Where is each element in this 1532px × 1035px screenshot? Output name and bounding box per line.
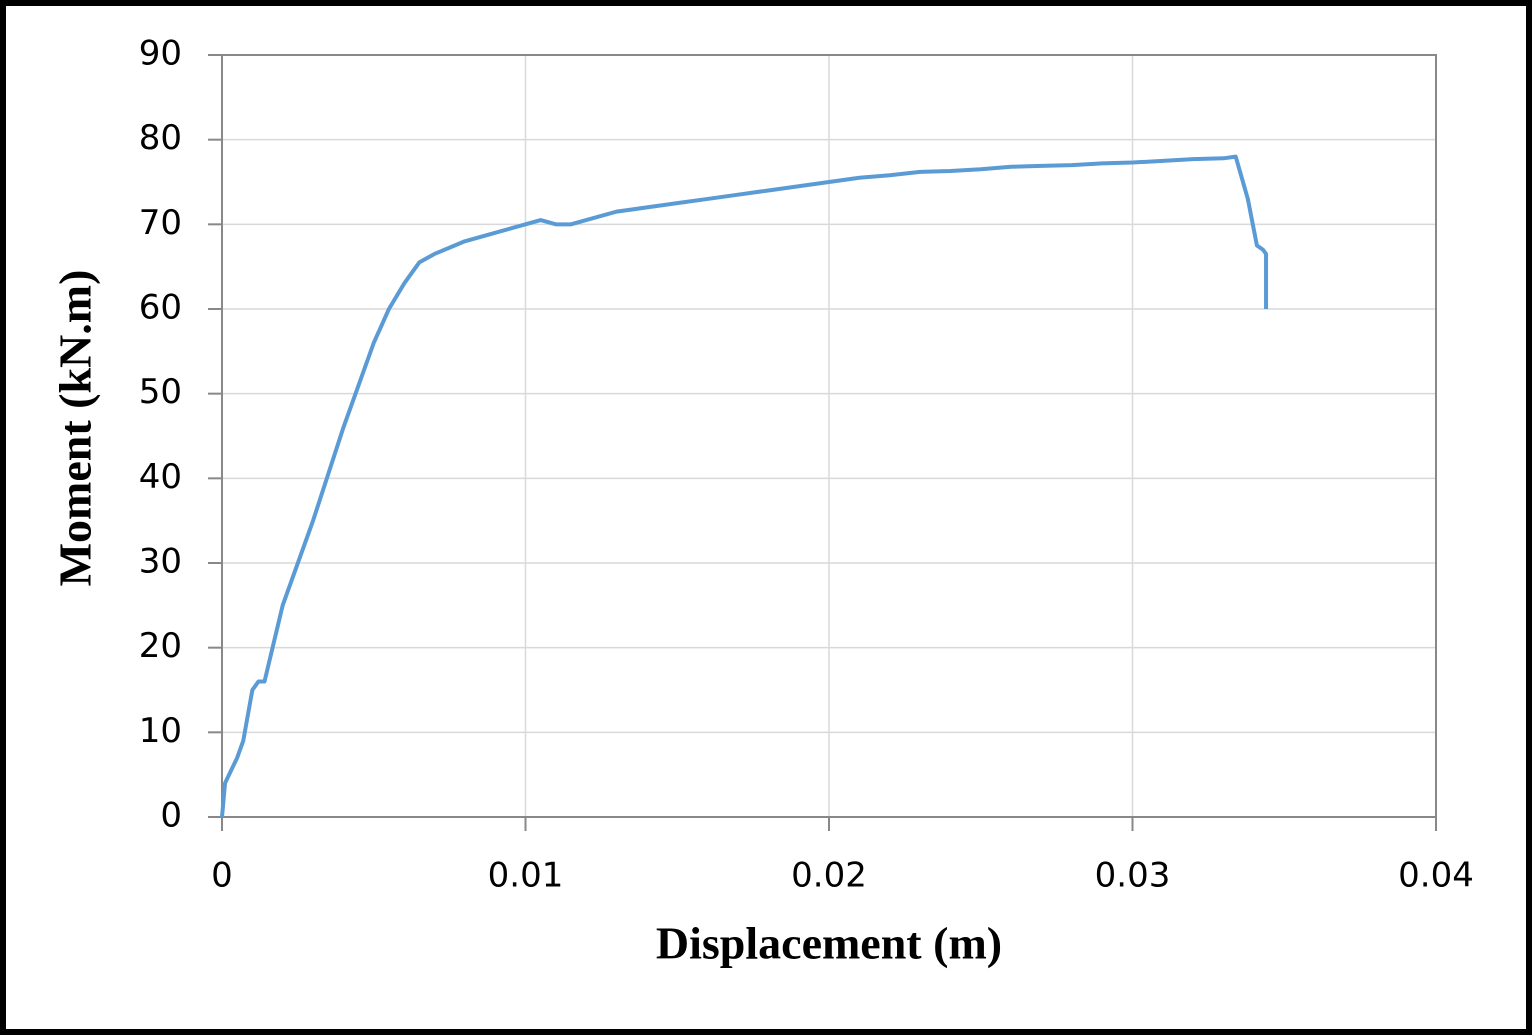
y-tick-label: 90 [139, 34, 182, 74]
y-tick-label: 50 [139, 372, 182, 412]
y-tick-label: 40 [139, 457, 182, 497]
data-line [220, 154, 1269, 818]
plot-border [221, 54, 1437, 818]
y-tick-label: 80 [139, 118, 182, 158]
y-tick-label: 30 [139, 542, 182, 582]
x-tick-label: 0.01 [488, 856, 564, 896]
x-tick-label: 0 [211, 856, 233, 896]
y-tick-label: 20 [139, 626, 182, 666]
x-axis-title: Displacement (m) [656, 918, 1002, 969]
y-tick-label: 60 [139, 288, 182, 328]
y-axis-title: Moment (kN.m) [50, 270, 101, 587]
x-tick-label: 0.04 [1398, 856, 1474, 896]
x-tick-label: 0.02 [791, 856, 867, 896]
x-tick-label: 0.03 [1095, 856, 1171, 896]
y-tick-label: 0 [160, 796, 182, 836]
y-tick-label: 10 [139, 711, 182, 751]
y-tick-label: 70 [139, 203, 182, 243]
